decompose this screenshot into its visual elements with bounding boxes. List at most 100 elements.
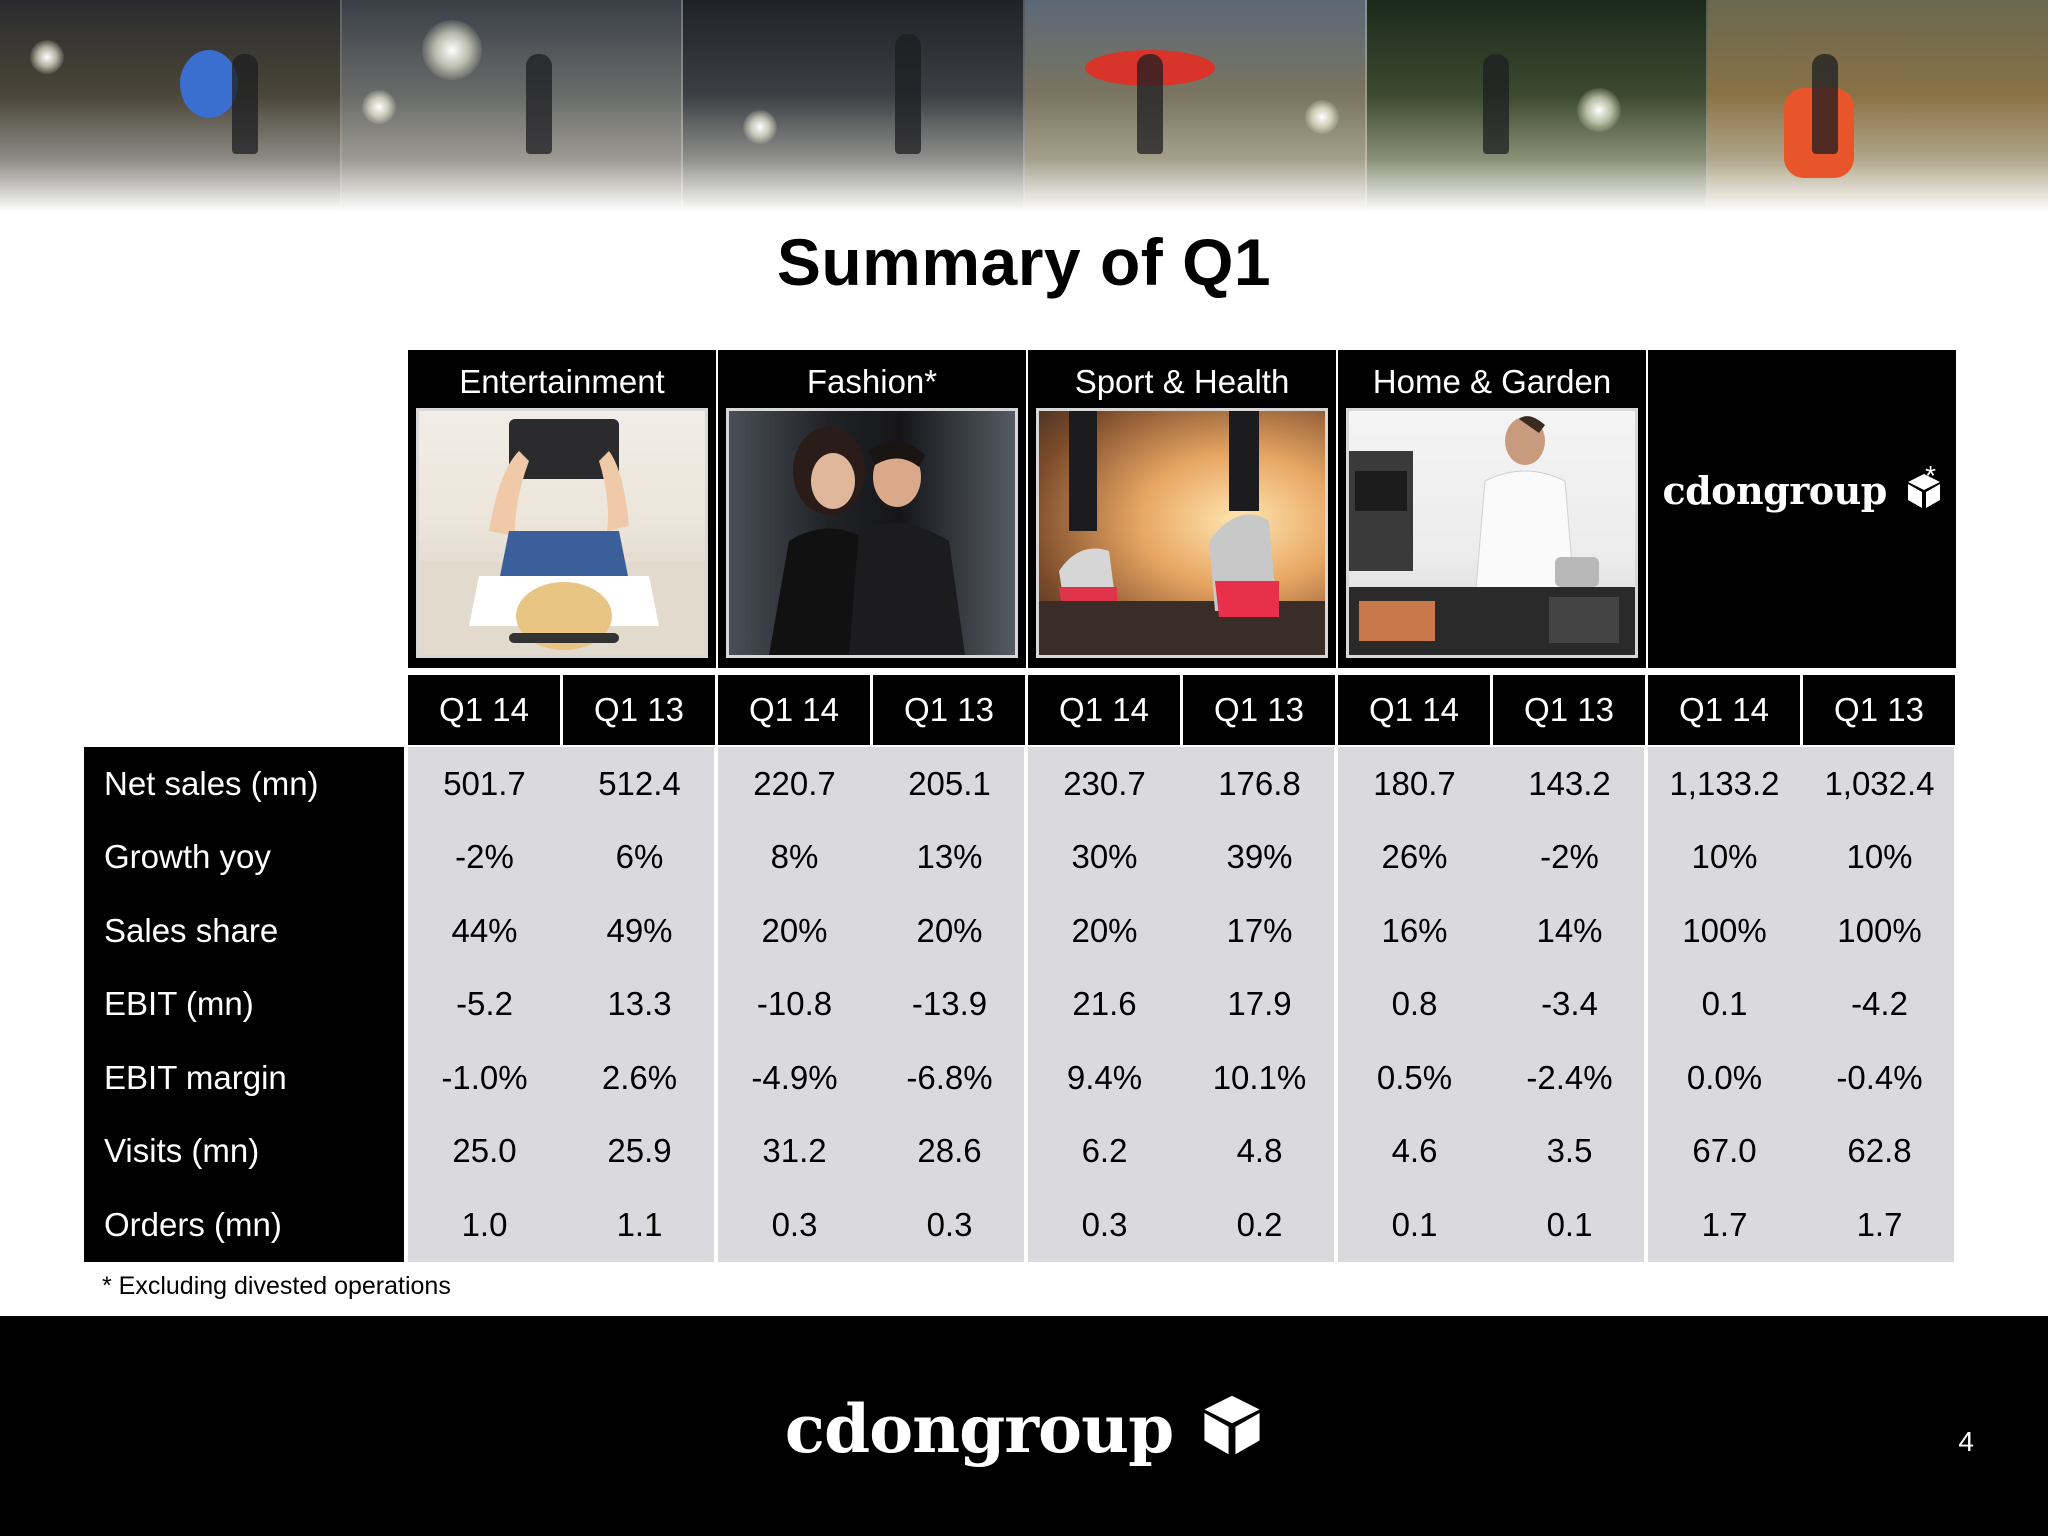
table-cell: 180.7 [1373, 765, 1456, 802]
table-cell: 20% [1071, 912, 1138, 949]
banner-photo-2 [341, 0, 684, 212]
table-cell: 0.3 [926, 1206, 973, 1243]
table-cell: 100% [1682, 912, 1767, 949]
table-cell: 20% [761, 912, 828, 949]
table-cell: 100% [1837, 912, 1922, 949]
banner-photo-1 [0, 0, 342, 212]
category-label: Home & Garden [1372, 363, 1612, 400]
table-cell: 25.9 [607, 1132, 672, 1169]
photo-banner [0, 0, 2048, 212]
row-label-ebit: EBIT (mn) [104, 985, 254, 1022]
period-header: Q1 13 [1493, 675, 1645, 745]
home-garden-photo [1346, 408, 1638, 658]
period-header: Q1 14 [1028, 675, 1180, 745]
table-cell: 8% [770, 838, 819, 875]
table-cell: 0.3 [771, 1206, 818, 1243]
table-cell: 143.2 [1528, 765, 1611, 802]
table-cell: 67.0 [1692, 1132, 1757, 1169]
category-label: Fashion* [806, 363, 938, 400]
table-cell: 9.4% [1066, 1059, 1143, 1096]
table-cell: 176.8 [1218, 765, 1301, 802]
table-cell: 512.4 [598, 765, 681, 802]
table-cell: 6.2 [1081, 1132, 1128, 1169]
page-title: Summary of Q1 [776, 225, 1272, 299]
table-cell: 14% [1536, 912, 1603, 949]
table-cell: 17.9 [1227, 985, 1292, 1022]
data-column-group: 180.7 143.2 26% -2% 16% 14% 0.8 -3.4 0.5% -2.4% 4.… [1338, 747, 1644, 1262]
table-cell: 44% [451, 912, 518, 949]
table-cell: -2% [1540, 838, 1599, 875]
table-cell: 20% [916, 912, 983, 949]
table-cell: 0.0% [1686, 1059, 1763, 1096]
cube-icon [1907, 474, 1940, 508]
table-cell: 49% [606, 912, 673, 949]
period-header: Q1 14 [1338, 675, 1490, 745]
footer: cdongroup 4 [0, 1316, 2048, 1536]
category-header-sport-health: Sport & Health [1028, 350, 1336, 668]
entertainment-photo [416, 408, 708, 658]
footnote: * Excluding divested operations [102, 1272, 451, 1300]
period-header: Q1 13 [873, 675, 1025, 745]
row-label-orders: Orders (mn) [104, 1206, 282, 1243]
category-header-cdongroup: cdongroup * [1648, 350, 1956, 668]
data-column-group: 501.7 512.4 -2% 6% 44% 49% -5.2 13.3 -1.0% 2.6% 25… [408, 747, 714, 1262]
category-label: Sport & Health [1074, 363, 1290, 400]
table-cell: 13.3 [607, 985, 672, 1022]
footnote-marker: * [1925, 460, 1936, 491]
table-cell: 1,032.4 [1824, 765, 1935, 802]
table-cell: 1,133.2 [1669, 765, 1780, 802]
table-cell: -0.4% [1836, 1059, 1923, 1096]
data-column-group: 230.7 176.8 30% 39% 20% 17% 21.6 17.9 9.4% 10.1% 6… [1028, 747, 1334, 1262]
table-cell: 2.6% [601, 1059, 678, 1096]
category-header-home-garden: Home & Garden [1338, 350, 1646, 668]
table-cell: -5.2 [456, 985, 513, 1022]
table-cell: -4.2 [1851, 985, 1908, 1022]
table-cell: 10% [1691, 838, 1758, 875]
table-cell: 3.5 [1546, 1132, 1593, 1169]
cube-icon [1204, 1395, 1260, 1455]
table-cell: 30% [1071, 838, 1138, 875]
footer-logo: cdongroup [0, 1390, 2048, 1468]
category-header-entertainment: Entertainment [408, 350, 716, 668]
table-cell: 62.8 [1847, 1132, 1912, 1169]
table-cell: -2% [455, 838, 514, 875]
banner-photo-3 [683, 0, 1026, 212]
table-cell: 13% [916, 838, 983, 875]
row-label-column: Net sales (mn) Growth yoy Sales share EB… [84, 747, 404, 1262]
cdongroup-logo: cdongroup [1648, 468, 1956, 513]
table-cell: 4.6 [1391, 1132, 1438, 1169]
page-number: 4 [1958, 1426, 1974, 1457]
table-cell: -1.0% [441, 1059, 528, 1096]
table-cell: -13.9 [911, 985, 988, 1022]
table-cell: 25.0 [452, 1132, 517, 1169]
table-cell: 4.8 [1236, 1132, 1283, 1169]
row-label-net-sales: Net sales (mn) [104, 765, 319, 802]
table-cell: 220.7 [753, 765, 836, 802]
table-cell: 6% [615, 838, 664, 875]
banner-photo-4 [1025, 0, 1367, 212]
table-cell: -10.8 [756, 985, 833, 1022]
table-cell: -6.8% [906, 1059, 993, 1096]
period-header: Q1 13 [1803, 675, 1955, 745]
table-cell: 28.6 [917, 1132, 982, 1169]
table-cell: -3.4 [1541, 985, 1598, 1022]
table-cell: 0.3 [1081, 1206, 1128, 1243]
data-column-group: 220.7 205.1 8% 13% 20% 20% -10.8 -13.9 -4.9% -6.8… [718, 747, 1024, 1262]
row-label-sales-share: Sales share [104, 912, 279, 949]
table-cell: 0.1 [1391, 1206, 1438, 1243]
table-cell: -4.9% [751, 1059, 838, 1096]
table-cell: 21.6 [1072, 985, 1137, 1022]
period-header: Q1 14 [408, 675, 560, 745]
table-cell: 16% [1381, 912, 1448, 949]
table-cell: 1.1 [616, 1206, 663, 1243]
fashion-photo [726, 408, 1018, 658]
period-header: Q1 14 [718, 675, 870, 745]
table-cell: -2.4% [1526, 1059, 1613, 1096]
period-header: Q1 13 [1183, 675, 1335, 745]
row-label-ebit-margin: EBIT margin [104, 1059, 287, 1096]
table-cell: 10.1% [1212, 1059, 1307, 1096]
table-cell: 501.7 [443, 765, 526, 802]
sport-health-photo [1036, 408, 1328, 658]
category-label: Entertainment [459, 363, 665, 400]
period-header: Q1 13 [563, 675, 715, 745]
